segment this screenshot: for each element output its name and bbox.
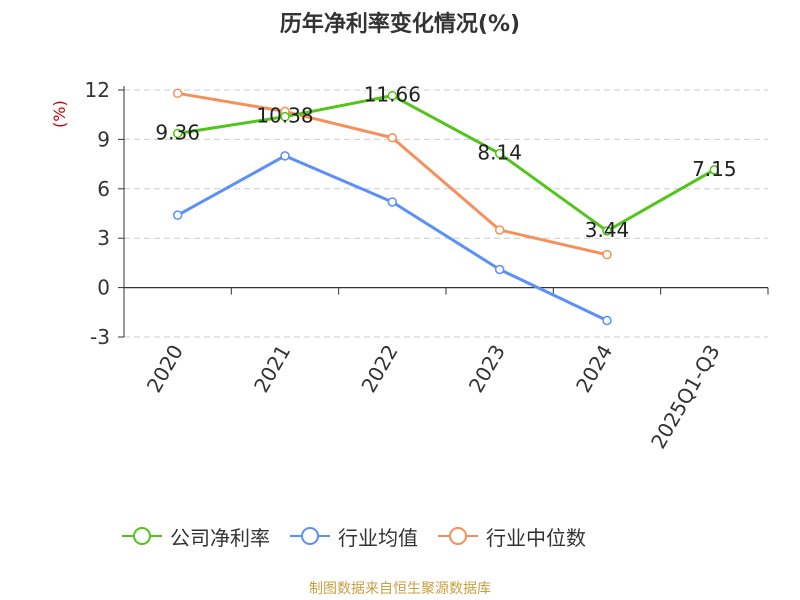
legend-marker-icon	[122, 527, 162, 545]
legend-item-industry-mean[interactable]: 行业均值	[288, 522, 418, 551]
data-point	[387, 90, 398, 101]
legend-item-company[interactable]: 公司净利率	[120, 522, 270, 551]
data-point	[387, 133, 398, 143]
legend-label: 行业中位数	[486, 525, 586, 550]
legend-marker-icon	[438, 527, 478, 545]
y-tick-label: 3	[97, 226, 110, 250]
data-point	[280, 151, 290, 161]
legend-label: 行业均值	[338, 525, 418, 550]
data-point	[172, 128, 183, 139]
legend-label: 公司净利率	[170, 525, 270, 550]
y-tick-label: 12	[85, 78, 110, 102]
x-tick-label: 2022	[356, 341, 402, 397]
data-point	[494, 264, 505, 275]
y-tick-label: -3	[90, 325, 110, 349]
data-point	[172, 88, 183, 99]
y-tick-label: 0	[97, 276, 110, 300]
series-line	[177, 91, 608, 257]
x-tick-label: 2021	[249, 341, 295, 397]
y-tick-label: 6	[97, 177, 110, 201]
x-tick-label: 2024	[571, 341, 617, 397]
data-point	[602, 315, 612, 326]
data-label: 7.15	[692, 157, 737, 181]
chart-title: 历年净利率变化情况(%)	[279, 12, 521, 37]
data-point	[387, 197, 398, 207]
data-point	[709, 165, 720, 175]
data-label: 9.36	[155, 120, 200, 144]
series-line	[177, 94, 716, 233]
data-point	[172, 210, 183, 220]
data-point	[602, 249, 612, 260]
data-point	[494, 225, 505, 235]
data-label: 8.14	[477, 141, 522, 165]
series-line	[176, 154, 608, 322]
data-point	[602, 226, 612, 236]
x-tick-label: 2023	[464, 340, 510, 396]
data-source-note: 制图数据来自恒生聚源数据库	[309, 581, 491, 597]
x-tick-label: 2025Q1-Q3	[646, 341, 725, 453]
legend-marker-icon	[290, 527, 330, 545]
legend: 公司净利率 行业均值 行业中位数	[120, 521, 604, 551]
legend-item-industry-median[interactable]: 行业中位数	[436, 522, 586, 551]
data-label: 3.44	[585, 218, 630, 242]
data-point	[280, 111, 290, 122]
data-label: 11.66	[364, 83, 421, 107]
y-tick-label: 9	[97, 127, 110, 151]
data-point	[494, 148, 505, 159]
x-tick-label: 2020	[142, 341, 188, 397]
data-label: 10.38	[256, 104, 313, 128]
